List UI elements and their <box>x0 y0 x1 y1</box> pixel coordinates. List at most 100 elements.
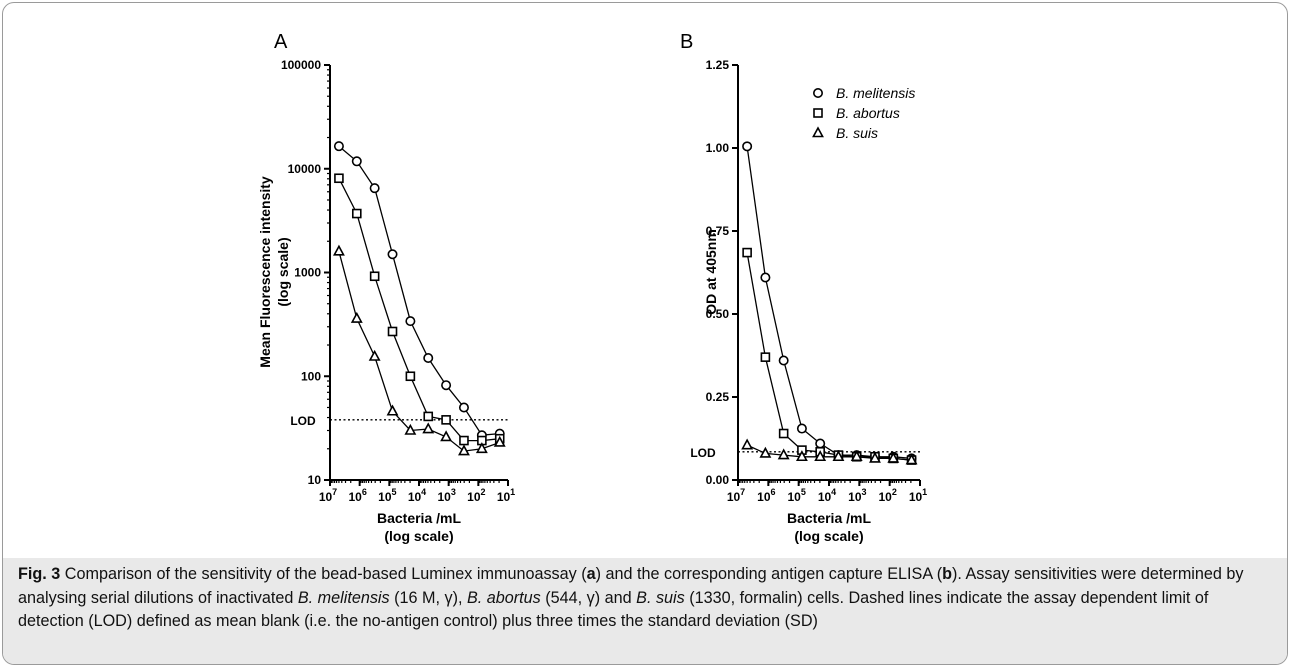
panel-letter: B <box>680 31 693 53</box>
data-point <box>441 415 451 425</box>
data-point <box>778 428 789 439</box>
x-tick-exponent: 3 <box>451 487 456 497</box>
x-tick-label: 107 <box>319 487 337 504</box>
caption-body: Comparison of the sensitivity of the bea… <box>18 565 1244 630</box>
figure-caption: Fig. 3 Comparison of the sensitivity of … <box>18 563 1273 634</box>
panel-b-elisa-chart: B 0.00 0.25 0.50 0.75 1.00 1.25 107 106 105 104 103… <box>680 31 927 544</box>
data-point <box>905 453 918 465</box>
x-tick-label: 101 <box>909 487 927 504</box>
data-point <box>334 173 344 184</box>
legend-marker <box>812 126 824 138</box>
data-point <box>815 438 826 449</box>
data-point <box>760 352 771 362</box>
x-axis-subtitle: (log scale) <box>384 528 453 544</box>
data-point <box>778 355 789 366</box>
data-point <box>405 316 416 327</box>
y-tick-label: 1000 <box>294 266 321 280</box>
series-line <box>338 145 500 436</box>
x-tick-label: 101 <box>497 487 515 504</box>
x-tick-exponent: 7 <box>740 487 745 497</box>
legend-label: B. abortus <box>836 105 900 121</box>
data-point <box>332 244 345 256</box>
x-tick-exponent: 7 <box>332 487 337 497</box>
caption-segment: (16 M, γ), <box>389 588 467 607</box>
caption-segment: B. abortus <box>466 588 541 607</box>
figure-charts: A 10 100 1000 10000 100000 107 106 105 104 103 102 1… <box>257 31 927 544</box>
data-point <box>832 450 845 462</box>
caption-segment: (1330, formalin) cells. Dashed lines ind… <box>18 588 1209 631</box>
data-point <box>386 404 399 416</box>
data-point <box>351 208 362 219</box>
panel-letter: A <box>274 31 288 53</box>
caption-segment: B. suis <box>636 588 685 607</box>
x-tick-exponent: 5 <box>392 487 397 497</box>
caption-label: Fig. 3 <box>18 565 61 583</box>
data-point <box>405 371 416 382</box>
legend-marker <box>812 88 823 99</box>
caption-segment: (544, γ) and <box>540 588 637 607</box>
legend: B. melitensis B. abortus B. suis <box>812 85 915 141</box>
data-point <box>458 402 469 413</box>
data-point <box>369 183 380 194</box>
x-axis-title: Bacteria /mL <box>377 510 461 526</box>
data-point <box>368 349 381 361</box>
y-tick-label: 0.50 <box>706 307 730 321</box>
data-point <box>387 249 398 260</box>
legend-label: B. melitensis <box>836 85 915 101</box>
x-tick-exponent: 6 <box>771 487 776 497</box>
data-point <box>760 272 771 283</box>
y-tick-label: 10 <box>308 473 322 487</box>
y-axis-subtitle: (log scale) <box>275 237 291 306</box>
x-tick-label: 103 <box>848 487 866 504</box>
x-tick-label: 106 <box>348 487 366 504</box>
data-point <box>458 444 470 456</box>
data-point <box>351 156 362 167</box>
data-point <box>459 435 469 446</box>
caption-segment: B. melitensis <box>297 588 390 607</box>
y-tick-label: 1.25 <box>706 58 730 72</box>
caption-band <box>3 558 1287 664</box>
x-tick-exponent: 1 <box>510 487 515 497</box>
series-circle <box>333 141 505 441</box>
y-tick-label: 10000 <box>288 162 322 176</box>
data-point <box>441 380 452 391</box>
series-triangle <box>741 438 918 465</box>
data-point <box>387 326 398 337</box>
data-point <box>493 435 506 447</box>
data-point <box>423 411 434 422</box>
y-axis-title: OD at 405nm <box>703 229 719 315</box>
y-tick-label: 0.25 <box>706 390 730 404</box>
x-tick-label: 102 <box>467 487 485 504</box>
y-tick-label: 0.00 <box>706 473 730 487</box>
x-tick-exponent: 2 <box>481 487 486 497</box>
data-point <box>887 451 900 463</box>
data-point <box>369 271 380 282</box>
data-point <box>869 451 881 463</box>
series-circle <box>742 141 917 464</box>
x-tick-label: 105 <box>787 487 805 504</box>
x-tick-label: 102 <box>878 487 896 504</box>
caption-segment: ) and the corresponding antigen capture … <box>595 565 943 583</box>
series-line <box>746 146 912 460</box>
x-tick-label: 105 <box>378 487 396 504</box>
x-tick-exponent: 4 <box>421 487 426 497</box>
x-tick-label: 104 <box>408 487 426 504</box>
series-line <box>746 252 912 461</box>
series-line <box>338 177 500 442</box>
caption-segment: a <box>586 565 596 583</box>
data-point <box>423 352 434 363</box>
series-line <box>746 444 912 461</box>
x-tick-label: 104 <box>818 487 836 504</box>
data-point <box>777 448 790 460</box>
series-line <box>338 251 500 452</box>
y-axis-title: Mean Fluorescence intensity <box>257 176 273 368</box>
legend-label: B. suis <box>836 125 878 141</box>
data-point <box>475 442 488 454</box>
data-point <box>741 438 754 450</box>
data-point <box>796 423 807 434</box>
x-tick-exponent: 5 <box>801 487 806 497</box>
x-axis-title: Bacteria /mL <box>787 510 871 526</box>
series-triangle <box>332 244 506 456</box>
data-point <box>333 141 344 152</box>
